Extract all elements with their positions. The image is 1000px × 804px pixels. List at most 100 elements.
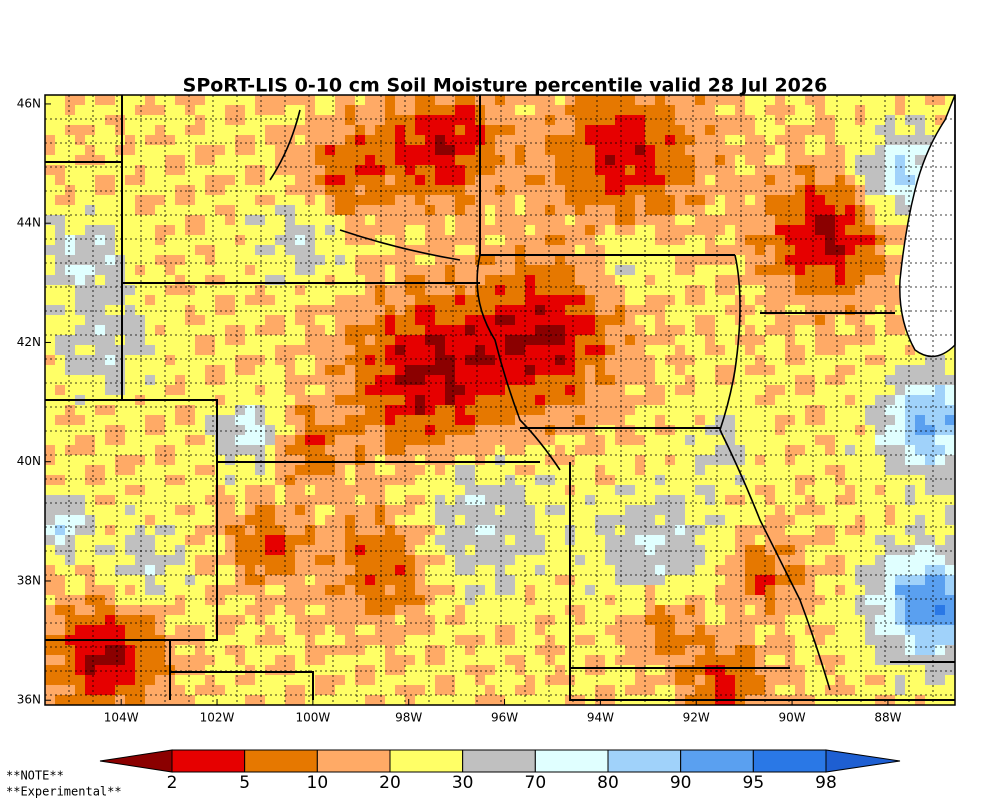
field-cell (895, 195, 905, 205)
field-cell (935, 505, 945, 515)
field-cell (485, 255, 495, 265)
field-cell (95, 465, 105, 475)
field-cell (415, 235, 425, 245)
field-cell (105, 175, 115, 185)
field-cell (685, 535, 695, 545)
field-cell (655, 555, 665, 565)
field-cell (125, 585, 135, 595)
field-cell (285, 115, 295, 125)
field-cell (205, 165, 215, 175)
field-cell (655, 495, 665, 505)
field-cell (125, 415, 135, 425)
field-cell (375, 215, 385, 225)
field-cell (585, 455, 595, 465)
field-cell (365, 475, 375, 485)
field-cell (185, 135, 195, 145)
field-cell (415, 355, 425, 365)
field-cell (375, 625, 385, 635)
field-cell (265, 475, 275, 485)
field-cell (775, 285, 785, 295)
field-cell (405, 235, 415, 245)
field-cell (755, 325, 765, 335)
field-cell (565, 205, 575, 215)
field-cell (855, 185, 865, 195)
field-cell (265, 605, 275, 615)
field-cell (715, 555, 725, 565)
field-cell (225, 525, 235, 535)
field-cell (725, 175, 735, 185)
field-cell (95, 265, 105, 275)
field-cell (605, 595, 615, 605)
field-cell (365, 135, 375, 145)
field-cell (525, 255, 535, 265)
field-cell (395, 605, 405, 615)
field-cell (715, 265, 725, 275)
field-cell (935, 435, 945, 445)
field-cell (765, 595, 775, 605)
field-cell (715, 455, 725, 465)
field-cell (695, 585, 705, 595)
field-cell (75, 515, 85, 525)
field-cell (815, 415, 825, 425)
field-cell (335, 175, 345, 185)
field-cell (725, 335, 735, 345)
field-cell (875, 245, 885, 255)
field-cell (115, 505, 125, 515)
field-cell (725, 165, 735, 175)
field-cell (265, 445, 275, 455)
field-cell (715, 625, 725, 635)
field-cell (905, 395, 915, 405)
field-cell (215, 505, 225, 515)
field-cell (285, 325, 295, 335)
field-cell (555, 565, 565, 575)
field-cell (545, 415, 555, 425)
field-cell (305, 95, 315, 105)
field-cell (375, 555, 385, 565)
field-cell (885, 165, 895, 175)
field-cell (695, 215, 705, 225)
field-cell (665, 235, 675, 245)
field-cell (435, 505, 445, 515)
field-cell (405, 315, 415, 325)
field-cell (895, 565, 905, 575)
field-cell (285, 415, 295, 425)
field-cell (375, 295, 385, 305)
field-cell (455, 325, 465, 335)
field-cell (65, 275, 75, 285)
field-cell (535, 375, 545, 385)
field-cell (45, 105, 55, 115)
field-cell (255, 455, 265, 465)
field-cell (815, 605, 825, 615)
field-cell (345, 275, 355, 285)
field-cell (65, 115, 75, 125)
field-cell (275, 375, 285, 385)
field-cell (705, 185, 715, 195)
field-cell (375, 415, 385, 425)
field-cell (75, 565, 85, 575)
field-cell (825, 395, 835, 405)
field-cell (75, 195, 85, 205)
field-cell (895, 145, 905, 155)
field-cell (205, 495, 215, 505)
field-cell (395, 145, 405, 155)
field-cell (815, 505, 825, 515)
field-cell (185, 335, 195, 345)
field-cell (835, 275, 845, 285)
field-cell (425, 555, 435, 565)
field-cell (455, 275, 465, 285)
field-cell (405, 535, 415, 545)
field-cell (855, 455, 865, 465)
field-cell (95, 105, 105, 115)
field-cell (655, 235, 665, 245)
field-cell (725, 105, 735, 115)
field-cell (295, 455, 305, 465)
field-cell (145, 125, 155, 135)
field-cell (295, 565, 305, 575)
field-cell (165, 365, 175, 375)
field-cell (275, 535, 285, 545)
field-cell (695, 315, 705, 325)
field-cell (705, 365, 715, 375)
field-cell (875, 445, 885, 455)
field-cell (735, 495, 745, 505)
field-cell (895, 575, 905, 585)
